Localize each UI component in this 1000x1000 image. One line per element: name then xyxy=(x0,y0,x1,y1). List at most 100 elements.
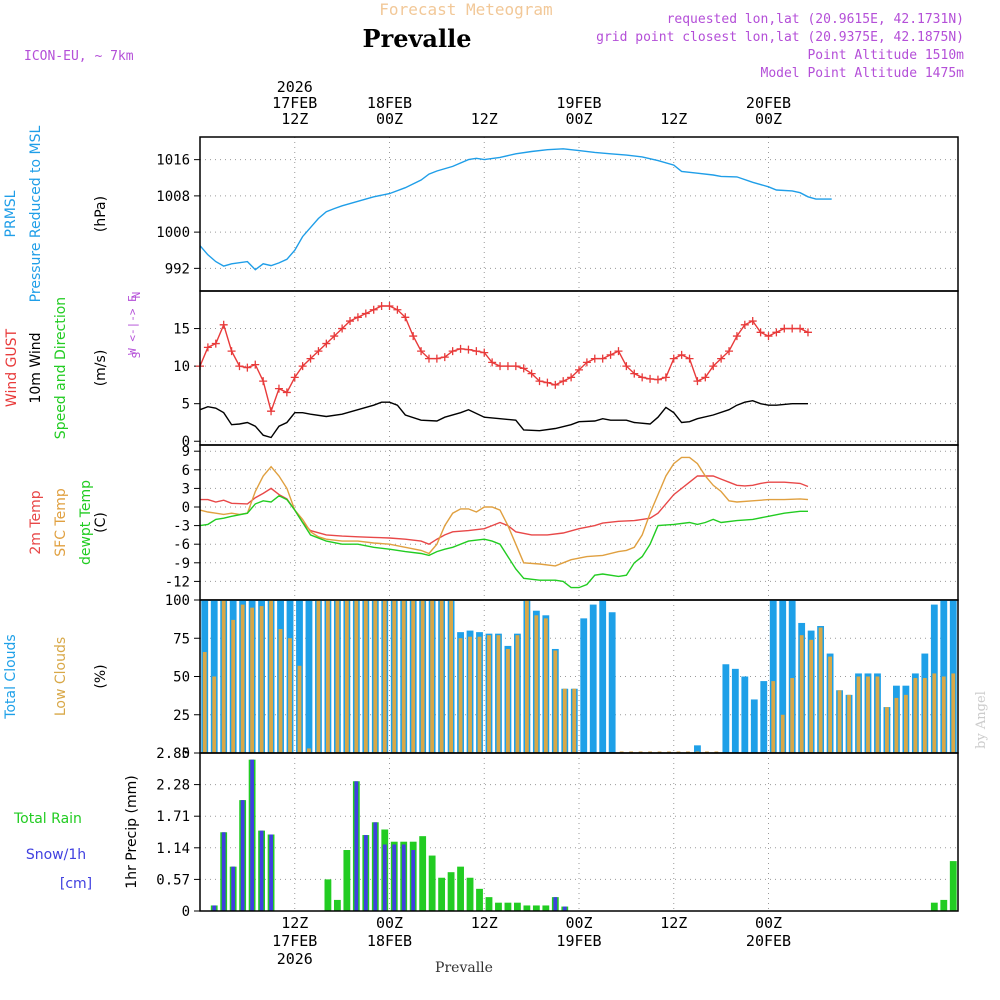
bar-total-clouds xyxy=(608,612,616,753)
y-tick-label: 6 xyxy=(182,463,190,479)
gust-point xyxy=(575,365,583,374)
gust-point xyxy=(748,317,757,326)
bar-low-clouds xyxy=(553,650,558,753)
gust-point xyxy=(259,377,268,386)
gust-point xyxy=(322,339,331,348)
gust-point xyxy=(677,350,686,359)
y-tick-label: 50 xyxy=(173,670,190,686)
x-tick-label-top: 00Z xyxy=(565,110,592,128)
gust-point xyxy=(693,377,702,386)
gust-point xyxy=(598,354,607,363)
bar-total-clouds xyxy=(731,668,739,753)
gust-point xyxy=(567,373,576,382)
gust-point xyxy=(653,375,662,384)
y-tick-label: -9 xyxy=(173,556,190,572)
gust-point xyxy=(393,305,402,314)
gust-point xyxy=(219,320,228,329)
x-tick-label-top: 2026 xyxy=(277,78,313,96)
bar-low-clouds xyxy=(686,751,690,753)
bar-snow-1h xyxy=(221,832,226,911)
bar-low-clouds xyxy=(524,600,529,753)
bar-low-clouds xyxy=(771,681,776,753)
bar-total-clouds xyxy=(779,600,787,753)
gust-point xyxy=(424,354,433,363)
bar-low-clouds xyxy=(941,676,946,753)
variable-label: SFC Temp xyxy=(53,488,69,557)
bar-low-clouds xyxy=(648,751,652,753)
bar-snow-1h xyxy=(212,905,217,911)
bar-total-rain xyxy=(523,905,531,911)
bar-total-rain xyxy=(428,855,436,911)
y-tick-label: 2.85 xyxy=(156,746,190,762)
y-tick-label: 15 xyxy=(173,322,190,338)
variable-label: Wind GUST xyxy=(4,328,20,407)
bar-total-rain xyxy=(949,861,957,911)
gust-point xyxy=(582,358,591,367)
variable-label: Low Clouds xyxy=(53,637,69,716)
bar-low-clouds xyxy=(866,676,870,753)
panel-1: 992 1000 1008 1016 (hPa) PRMSL Pressure Reduce… xyxy=(3,125,959,302)
bar-low-clouds xyxy=(449,600,453,753)
bar-total-clouds xyxy=(760,681,768,753)
bar-low-clouds xyxy=(316,600,321,753)
x-tick-label-bottom: 12Z xyxy=(281,914,308,932)
bar-low-clouds xyxy=(922,678,927,753)
bar-low-clouds xyxy=(401,600,406,753)
bar-low-clouds xyxy=(344,600,349,753)
gust-point xyxy=(551,380,560,389)
bar-low-clouds xyxy=(297,665,302,753)
series-line-prmsl xyxy=(199,148,832,271)
gust-point xyxy=(519,364,528,373)
gust-point xyxy=(803,328,812,337)
bar-low-clouds xyxy=(619,751,624,753)
bar-low-clouds xyxy=(638,751,643,753)
y-tick-label: 1016 xyxy=(156,153,190,169)
gust-point xyxy=(709,362,718,371)
y-tick-label: 0 xyxy=(182,746,190,762)
requested-coords: requested lon,lat (20.9615E, 42.1731N) xyxy=(667,12,964,27)
gust-point xyxy=(535,377,544,386)
bar-snow-1h xyxy=(231,866,236,911)
x-tick-label-top: 12Z xyxy=(281,110,308,128)
bar-low-clouds xyxy=(856,676,861,753)
y-tick-label: -12 xyxy=(165,574,190,590)
gust-point xyxy=(274,384,283,393)
x-tick-label-bottom: 00Z xyxy=(565,914,592,932)
gust-point xyxy=(622,362,631,371)
x-tick-label-top: 12Z xyxy=(660,110,687,128)
bar-low-clouds xyxy=(885,707,889,753)
gust-point xyxy=(796,324,805,333)
gust-point xyxy=(440,353,449,362)
model-label: ICON-EU, ~ 7km xyxy=(24,49,134,64)
gust-point xyxy=(614,347,623,356)
x-tick-label-bottom: 12Z xyxy=(660,914,687,932)
bar-low-clouds xyxy=(335,600,340,753)
bar-low-clouds xyxy=(496,635,501,753)
panel-frame xyxy=(199,752,959,912)
x-tick-label-top: 20FEB xyxy=(746,94,791,112)
x-tick-label-bottom: 20FEB xyxy=(746,932,791,950)
bar-low-clouds xyxy=(458,638,463,753)
bar-low-clouds xyxy=(515,635,520,753)
y-tick-label: 0 xyxy=(182,434,190,450)
bar-low-clouds xyxy=(212,676,217,753)
bar-low-clouds xyxy=(799,635,804,753)
gust-point xyxy=(480,348,489,357)
bar-total-rain xyxy=(333,899,341,911)
bar-low-clouds xyxy=(487,635,491,753)
gust-point xyxy=(432,354,441,363)
bar-total-rain xyxy=(476,888,483,911)
location-title: Prevalle xyxy=(363,24,472,53)
series-line-10m-wind xyxy=(199,399,808,439)
bar-low-clouds xyxy=(382,600,387,753)
y-tick-label: 1.14 xyxy=(156,841,190,857)
gust-point xyxy=(338,324,347,333)
variable-label: Total Rain xyxy=(13,811,82,827)
bar-total-clouds xyxy=(741,676,749,753)
x-tick-label-bottom: 2026 xyxy=(277,950,313,968)
bar-snow-1h xyxy=(373,822,378,911)
bar-low-clouds xyxy=(629,751,634,753)
y-tick-label: 5 xyxy=(182,397,190,413)
panel-2: 0 5 10 15 (m/s) Wind GUST 10m Wind Speed and Di… xyxy=(4,290,959,450)
